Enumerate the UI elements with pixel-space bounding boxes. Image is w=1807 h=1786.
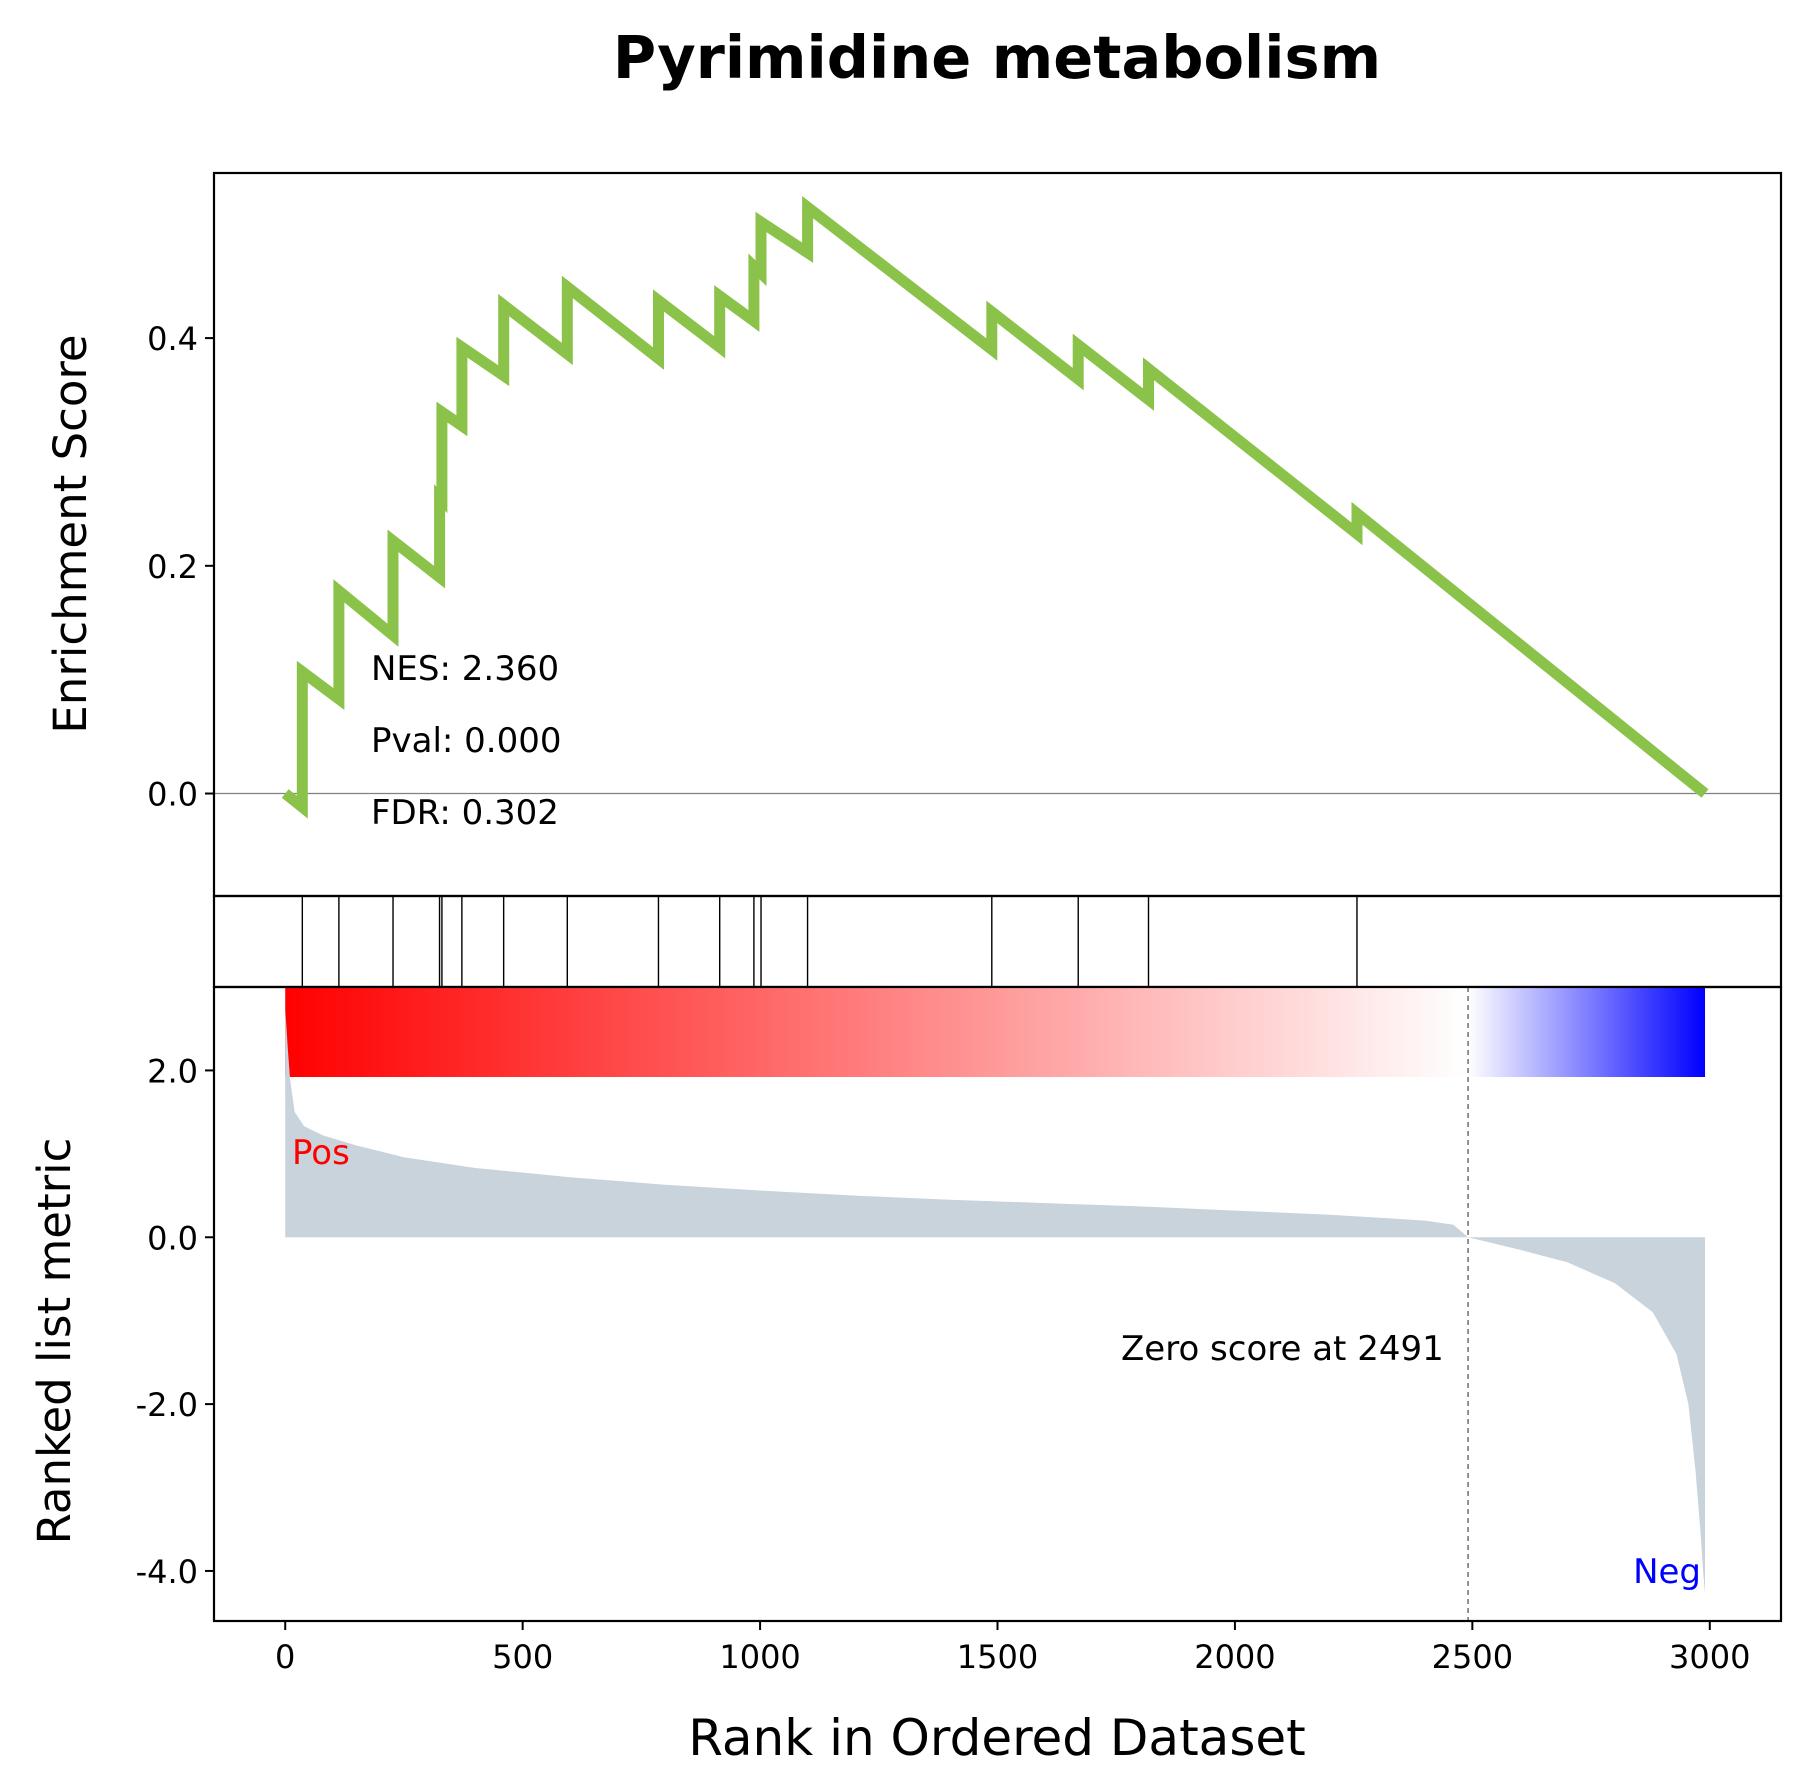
chart-title: Pyrimidine metabolism xyxy=(613,23,1381,92)
ranked-y-tick-label: -4.0 xyxy=(136,1553,198,1591)
ranked-frame xyxy=(212,985,1783,1623)
zero-score-label: Zero score at 2491 xyxy=(1121,1329,1444,1369)
enrichment-y-tick-label: 0.2 xyxy=(147,548,198,586)
fdr-annotation: FDR: 0.302 xyxy=(371,793,559,833)
hits-panel xyxy=(212,894,1783,989)
x-tick-label: 3000 xyxy=(1669,1638,1750,1676)
enrichment-y-axis-label: Enrichment Score xyxy=(44,334,97,733)
enrichment-panel: 0.0 0.2 0.4 NES: 2.360 Pval: 0.000 FDR: 0.… xyxy=(44,171,1783,898)
x-axis-ticks: 0 500 1000 1500 2000 2500 3000 xyxy=(275,1621,1750,1676)
ranked-metric-area xyxy=(285,1007,1706,1595)
nes-annotation: NES: 2.360 xyxy=(371,649,559,689)
x-axis-label: Rank in Ordered Dataset xyxy=(688,1709,1305,1767)
ranked-y-tick-label: -2.0 xyxy=(136,1386,198,1424)
enrichment-y-tick-label: 0.4 xyxy=(147,320,198,358)
x-tick-label: 0 xyxy=(275,1638,295,1676)
x-tick-label: 2500 xyxy=(1432,1638,1513,1676)
enrichment-y-ticks: 0.0 0.2 0.4 xyxy=(147,320,214,814)
rank-colorbar xyxy=(285,987,1706,1077)
hit-lines xyxy=(301,896,1358,987)
x-tick-label: 2000 xyxy=(1194,1638,1275,1676)
neg-label: Neg xyxy=(1633,1552,1701,1592)
pval-annotation: Pval: 0.000 xyxy=(371,721,562,761)
x-tick-label: 500 xyxy=(492,1638,553,1676)
ranked-y-ticks: 2.0 0.0 -2.0 -4.0 xyxy=(136,1052,214,1591)
ranked-y-tick-label: 2.0 xyxy=(147,1052,198,1090)
pos-label: Pos xyxy=(292,1133,350,1173)
ranked-y-tick-label: 0.0 xyxy=(147,1219,198,1257)
ranked-metric-panel: 2.0 0.0 -2.0 -4.0 Pos Neg Zero score at 249… xyxy=(28,985,1783,1623)
x-tick-label: 1000 xyxy=(719,1638,800,1676)
enrichment-frame xyxy=(212,171,1783,898)
x-tick-label: 1500 xyxy=(957,1638,1038,1676)
enrichment-score-line xyxy=(281,196,1709,819)
hits-frame xyxy=(212,894,1783,989)
ranked-y-axis-label: Ranked list metric xyxy=(28,1138,81,1545)
enrichment-y-tick-label: 0.0 xyxy=(147,776,198,814)
